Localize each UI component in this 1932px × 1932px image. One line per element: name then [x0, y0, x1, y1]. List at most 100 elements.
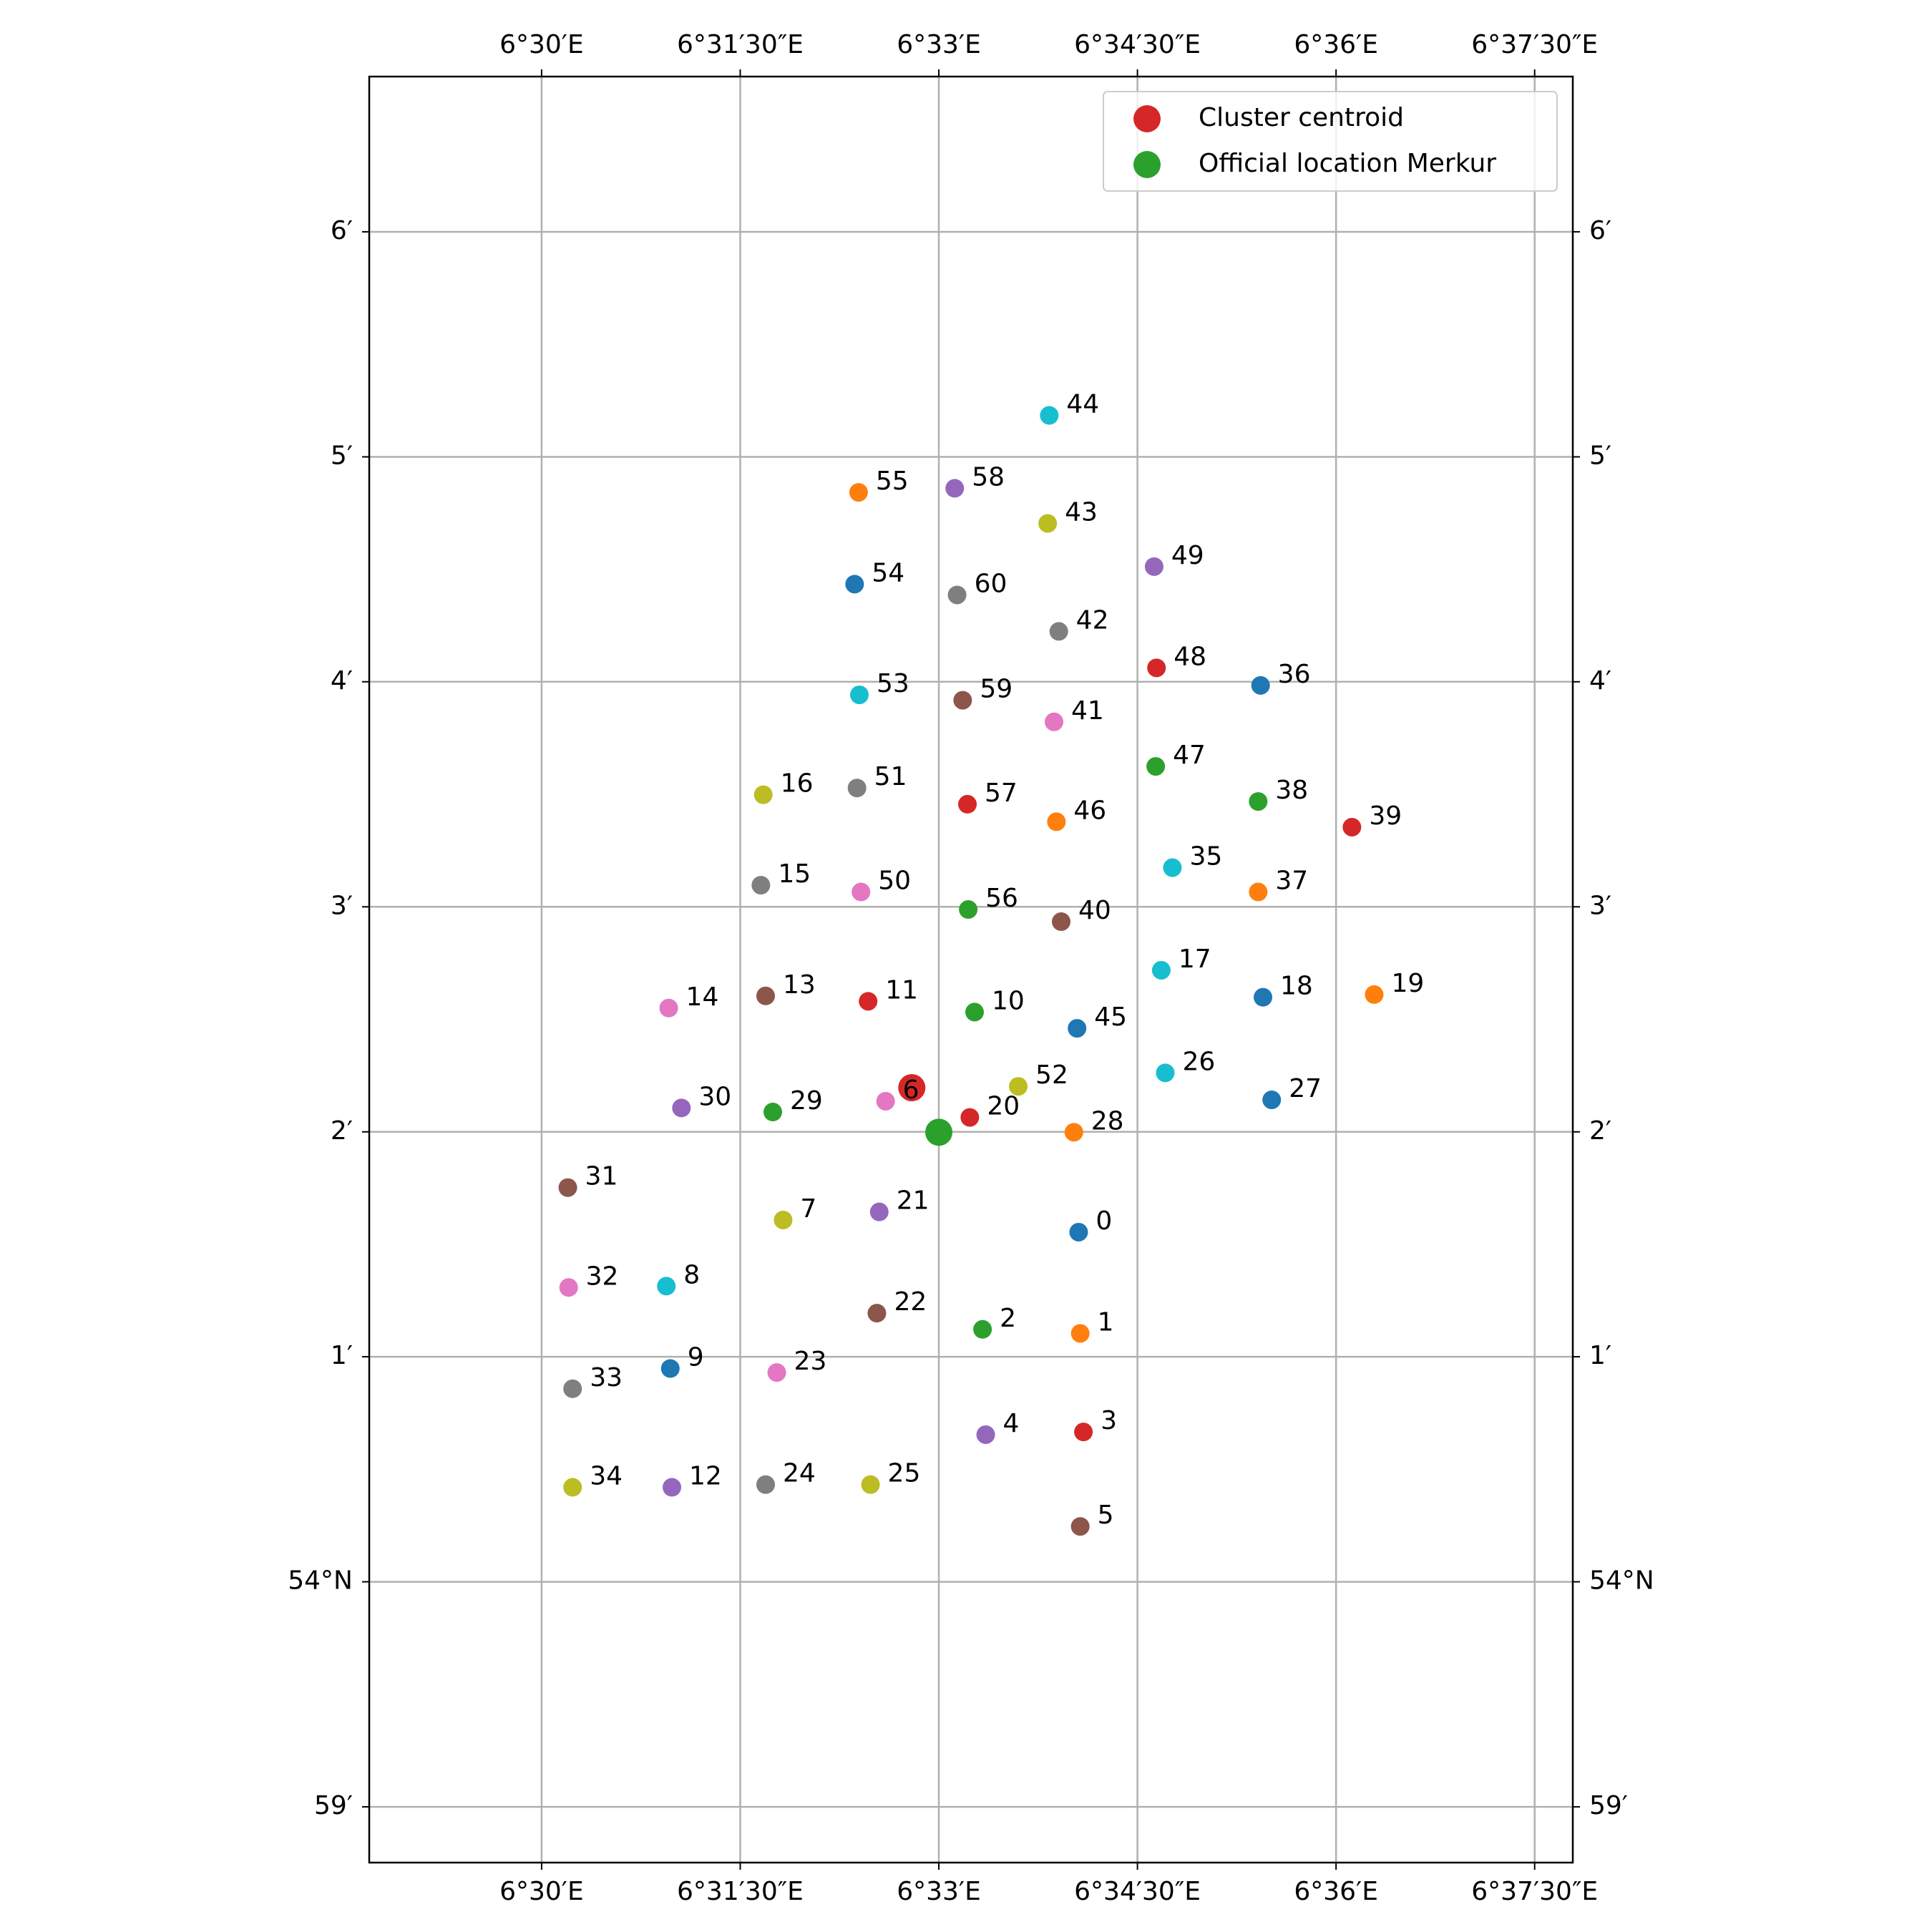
x-tick-label: 6°33′E — [897, 1877, 981, 1906]
y-tick-label: 3′ — [1589, 891, 1611, 920]
y-tick-label: 2′ — [331, 1116, 353, 1146]
point-label: 31 — [585, 1162, 618, 1191]
point-label: 7 — [800, 1194, 816, 1224]
point-label: 28 — [1091, 1106, 1124, 1136]
point-label: 25 — [888, 1459, 921, 1488]
point-label: 4 — [1003, 1409, 1020, 1438]
point-label: 49 — [1171, 541, 1204, 570]
turbine-point — [965, 1002, 984, 1022]
turbine-point — [558, 1178, 577, 1197]
point-label: 41 — [1071, 696, 1104, 726]
legend-marker — [1133, 105, 1161, 132]
turbine-point — [657, 1277, 676, 1296]
point-label: 55 — [876, 467, 909, 496]
turbine-point — [672, 1098, 691, 1118]
point-label: 24 — [783, 1459, 816, 1488]
point-label: 26 — [1182, 1047, 1215, 1076]
plot-frame — [368, 75, 1574, 1864]
point-label: 50 — [878, 867, 911, 896]
turbine-point — [850, 686, 869, 705]
turbine-point — [1009, 1077, 1028, 1096]
y-tick-label: 6′ — [331, 216, 353, 245]
point-label: 60 — [975, 569, 1008, 598]
point-label: 33 — [590, 1363, 623, 1392]
turbine-point — [751, 876, 771, 895]
x-tick-label: 6°31′30″E — [677, 30, 804, 59]
turbine-point — [756, 1475, 776, 1494]
point-label: 37 — [1275, 867, 1308, 896]
turbine-point — [1254, 987, 1273, 1007]
x-tick-label: 6°33′E — [897, 30, 981, 59]
turbine-point — [859, 992, 878, 1011]
point-label: 12 — [689, 1462, 722, 1491]
point-label: 35 — [1189, 842, 1222, 872]
point-label: 57 — [985, 779, 1018, 808]
turbine-point — [774, 1210, 793, 1229]
turbine-point — [1045, 712, 1064, 731]
point-label: 30 — [698, 1082, 731, 1111]
point-label: 47 — [1173, 741, 1206, 770]
point-label: 18 — [1280, 972, 1313, 1001]
point-label: 9 — [688, 1342, 704, 1372]
turbine-point — [1151, 960, 1171, 980]
turbine-point — [1070, 1324, 1090, 1343]
y-tick-label: 5′ — [1589, 441, 1611, 470]
point-label: 8 — [683, 1260, 700, 1289]
y-tick-label: 1′ — [1589, 1341, 1611, 1370]
point-label: 16 — [781, 769, 814, 799]
point-label: 11 — [885, 975, 918, 1005]
turbine-point — [559, 1278, 578, 1297]
y-tick-label: 54°N — [288, 1566, 353, 1596]
turbine-point — [867, 1304, 887, 1323]
point-label: 20 — [987, 1092, 1020, 1121]
turbine-point — [947, 585, 967, 605]
turbine-point — [960, 1108, 980, 1127]
turbine-point — [1068, 1019, 1087, 1038]
x-tick-label: 6°36′E — [1294, 1877, 1378, 1906]
point-label: 23 — [794, 1347, 827, 1376]
point-label: 1 — [1098, 1307, 1114, 1337]
point-label: 0 — [1096, 1206, 1112, 1236]
turbine-point — [852, 882, 871, 902]
turbine-point — [767, 1363, 786, 1382]
turbine-point — [1069, 1222, 1088, 1241]
point-label: 3 — [1101, 1406, 1117, 1435]
point-label: 6 — [903, 1075, 919, 1105]
point-label: 59 — [980, 675, 1013, 704]
turbine-point — [563, 1478, 582, 1497]
point-label: 43 — [1065, 497, 1098, 527]
point-label: 48 — [1174, 642, 1206, 671]
point-label: 39 — [1369, 801, 1402, 831]
point-label: 42 — [1076, 605, 1109, 635]
point-label: 45 — [1094, 1002, 1127, 1032]
legend-label: Official location Merkur — [1199, 149, 1496, 178]
turbine-point — [1163, 858, 1182, 877]
point-label: 44 — [1066, 390, 1099, 419]
turbine-point — [659, 998, 678, 1018]
turbine-point — [1262, 1091, 1282, 1110]
turbine-point — [1049, 622, 1068, 641]
turbine-point — [1038, 514, 1058, 533]
turbine-point — [662, 1478, 681, 1497]
x-tick-label: 6°34′30″E — [1074, 30, 1201, 59]
point-label: 52 — [1035, 1060, 1068, 1090]
y-tick-label: 54°N — [1589, 1566, 1654, 1596]
turbine-point — [1156, 1063, 1175, 1083]
point-label: 17 — [1179, 945, 1211, 974]
point-label: 13 — [783, 970, 816, 1000]
point-label: 29 — [790, 1086, 823, 1116]
x-tick-label: 6°37′30″E — [1471, 1877, 1598, 1906]
turbine-point — [1342, 817, 1362, 836]
turbine-point — [1249, 882, 1268, 902]
turbine-point — [945, 479, 965, 498]
x-tick-label: 6°30′E — [499, 1877, 584, 1906]
point-label: 53 — [877, 669, 909, 698]
turbine-point — [1047, 812, 1066, 831]
point-label: 5 — [1098, 1501, 1114, 1530]
legend-marker — [1133, 151, 1161, 178]
x-tick-label: 6°31′30″E — [677, 1877, 804, 1906]
x-tick-label: 6°36′E — [1294, 30, 1378, 59]
turbine-point — [1249, 792, 1268, 811]
point-label: 27 — [1289, 1074, 1322, 1103]
